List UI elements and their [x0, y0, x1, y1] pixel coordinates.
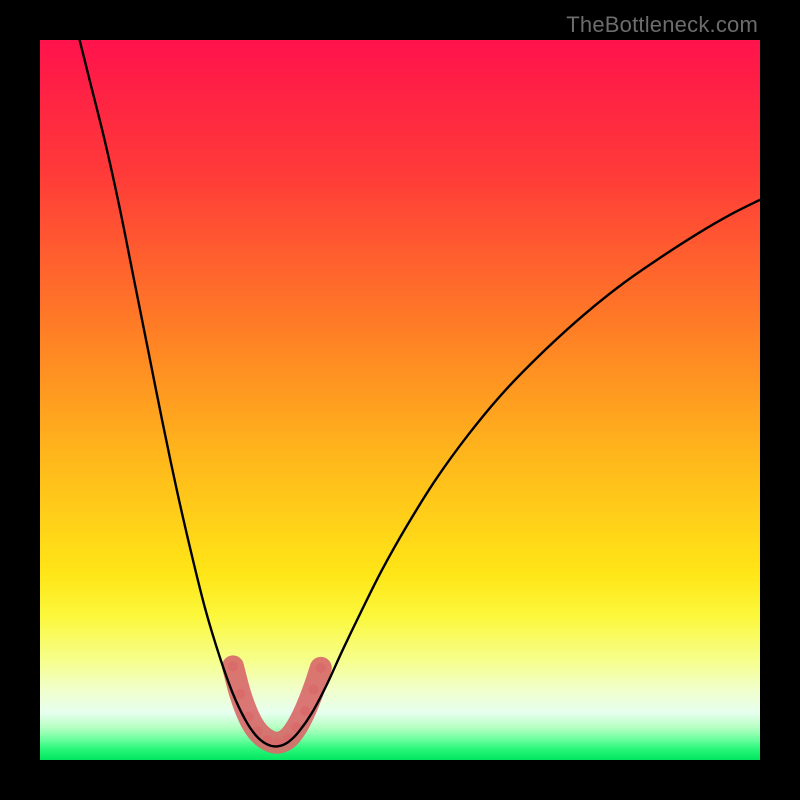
bottleneck-curve-chart	[40, 40, 760, 760]
well-overlay	[233, 666, 321, 742]
watermark-text: TheBottleneck.com	[566, 12, 758, 38]
well-dot	[235, 689, 245, 699]
well-dot	[228, 661, 238, 671]
well-dot	[316, 663, 326, 673]
bottleneck-curve	[80, 40, 760, 746]
well-dot	[309, 684, 319, 694]
chart-frame: TheBottleneck.com	[0, 0, 800, 800]
plot-area	[40, 40, 760, 760]
well-dot	[300, 706, 310, 716]
